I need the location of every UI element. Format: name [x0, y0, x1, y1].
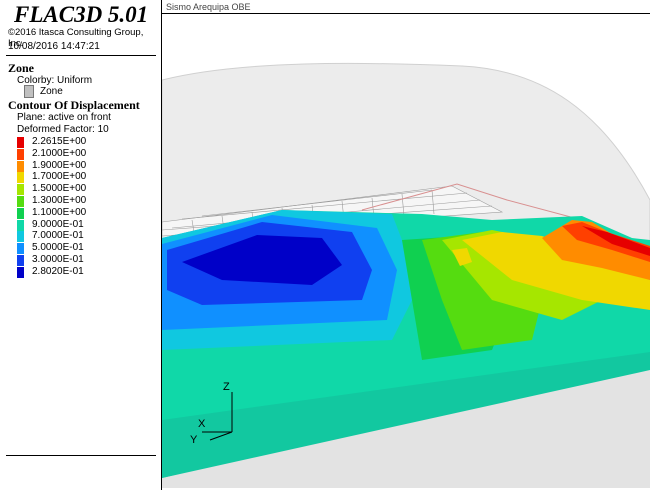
legend-swatch	[17, 207, 24, 219]
legend-value: 2.2615E+00	[32, 136, 87, 147]
model-viewport[interactable]: Z X Y	[162, 0, 650, 488]
legend-swatch	[17, 148, 24, 160]
legend-swatch	[17, 219, 24, 231]
legend-swatch	[17, 184, 24, 196]
legend-swatch	[17, 195, 24, 207]
legend-value: 7.0000E-01	[32, 230, 84, 242]
legend-value: 3.0000E-01	[32, 253, 84, 265]
colorby-label: Colorby: Uniform	[17, 75, 93, 86]
legend-swatch	[17, 231, 24, 243]
legend-value: 2.8020E-01	[32, 265, 84, 277]
legend-swatch	[17, 172, 24, 184]
legend-divider-bottom	[6, 455, 156, 456]
legend-value: 9.0000E-01	[32, 218, 84, 230]
legend-panel: FLAC3D 5.01 ©2016 Itasca Consulting Grou…	[0, 0, 162, 490]
deformed-factor-label: Deformed Factor: 10	[17, 124, 109, 135]
legend-swatch	[17, 137, 24, 148]
excavation-outline	[361, 183, 583, 221]
legend-value: 1.5000E+00	[32, 183, 87, 195]
copyright-text: ©2016 Itasca Consulting Group, Inc.	[8, 27, 144, 49]
legend-value: 2.1000E+00	[32, 147, 87, 159]
timestamp: 10/08/2016 14:47:21	[8, 41, 100, 52]
app-title: FLAC3D 5.01	[14, 2, 149, 27]
plane-label: Plane: active on front	[17, 112, 111, 123]
axis-y-label: Y	[190, 434, 198, 446]
displacement-contour-slab	[162, 210, 650, 478]
legend-value: 1.9000E+00	[32, 159, 87, 171]
view-title-rule	[162, 13, 650, 14]
legend-value: 1.1000E+00	[32, 206, 87, 218]
zone-swatch-label: Zone	[40, 86, 63, 97]
axis-triad	[202, 392, 233, 441]
model-render[interactable]: Z X Y	[162, 0, 650, 488]
legend-value: 1.3000E+00	[32, 194, 87, 206]
axis-x-label: X	[198, 418, 206, 430]
legend-divider-top	[6, 55, 156, 56]
legend-swatch	[17, 243, 24, 255]
legend-swatch	[17, 254, 24, 266]
zone-swatch	[24, 85, 34, 98]
zone-heading: Zone	[8, 61, 35, 75]
legend-swatch	[17, 160, 24, 172]
legend-swatch	[17, 266, 24, 278]
axis-z-label: Z	[223, 381, 230, 393]
view-title: Sismo Arequipa OBE	[166, 2, 251, 12]
legend-value: 5.0000E-01	[32, 242, 84, 254]
legend-value: 1.7000E+00	[32, 171, 87, 183]
contour-heading: Contour Of Displacement	[8, 98, 140, 112]
